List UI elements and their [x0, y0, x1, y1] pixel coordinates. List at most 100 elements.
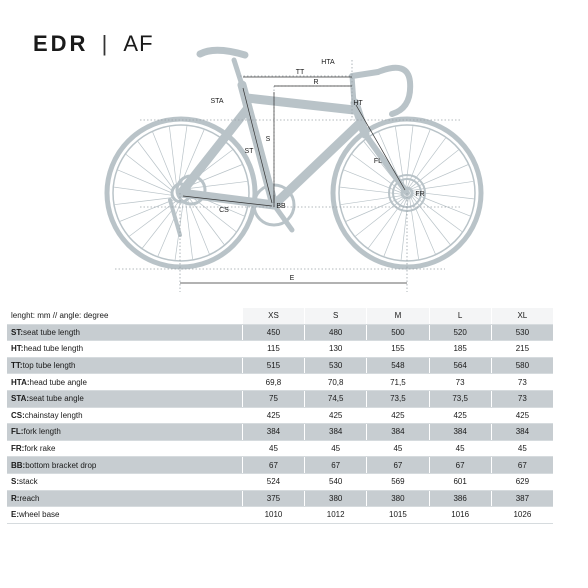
- table-cell: 450: [241, 324, 305, 342]
- table-header-row: lenght: mm // angle: degree XS S M L XL: [7, 308, 553, 325]
- table-cell: 75: [241, 390, 305, 408]
- row-code: TT:: [11, 361, 23, 371]
- row-label: E:wheel base: [7, 506, 243, 524]
- row-label: STA:seat tube angle: [7, 390, 243, 408]
- table-cell: 67: [490, 456, 553, 474]
- table-cell: 520: [428, 324, 492, 342]
- label-fr: FR: [415, 191, 424, 198]
- table-cell: 73: [428, 373, 492, 391]
- table-cell: 425: [428, 407, 492, 425]
- row-name: chainstay length: [24, 410, 83, 420]
- table-cell: 548: [366, 357, 430, 375]
- table-cell: 67: [366, 456, 430, 474]
- size-header: XS: [241, 308, 305, 325]
- table-cell: 569: [366, 473, 430, 491]
- row-label: S:stack: [7, 473, 243, 491]
- row-code: FL:: [11, 427, 24, 437]
- table-cell: 540: [304, 473, 367, 491]
- table-cell: 155: [366, 340, 430, 358]
- table-cell: 425: [490, 407, 553, 425]
- row-label: HTA:head tube angle: [7, 373, 243, 391]
- table-cell: 375: [241, 490, 305, 508]
- label-st: ST: [245, 148, 255, 155]
- label-tt: TT: [296, 69, 305, 76]
- table-cell: 1016: [428, 506, 492, 524]
- table-cell: 524: [241, 473, 305, 491]
- table-cell: 384: [428, 423, 492, 441]
- table-row: E:wheel base 1010 1012 1015 1016 1026: [7, 506, 553, 524]
- table-row: BB:bottom bracket drop 67 67 67 67 67: [7, 456, 553, 474]
- brand-title: EDR | AF: [33, 30, 154, 58]
- table-cell: 380: [366, 490, 430, 508]
- units-label: lenght: mm // angle: degree: [7, 308, 243, 325]
- label-r: R: [313, 79, 318, 86]
- table-cell: 115: [241, 340, 305, 358]
- label-cs: CS: [219, 207, 229, 214]
- table-cell: 45: [366, 440, 430, 458]
- table-row: STA:seat tube angle 75 74,5 73,5 73,5 73: [7, 390, 553, 408]
- table-row: R:reach 375 380 380 386 387: [7, 490, 553, 508]
- table-cell: 185: [428, 340, 492, 358]
- row-name: bottom bracket drop: [25, 460, 97, 470]
- table-cell: 45: [304, 440, 367, 458]
- table-cell: 386: [428, 490, 492, 508]
- row-code: FR:: [11, 444, 25, 454]
- row-name: seat tube angle: [29, 394, 84, 404]
- row-name: seat tube length: [23, 327, 80, 337]
- table-cell: 45: [490, 440, 553, 458]
- table-cell: 601: [428, 473, 492, 491]
- row-code: HTA:: [11, 377, 30, 387]
- table-cell: 74,5: [304, 390, 367, 408]
- table-cell: 130: [304, 340, 367, 358]
- table-row: TT:top tube length 515 530 548 564 580: [7, 357, 553, 375]
- row-label: CS:chainstay length: [7, 407, 243, 425]
- size-header: M: [366, 308, 430, 325]
- row-name: fork rake: [24, 444, 56, 454]
- table-row: HTA:head tube angle 69,8 70,8 71,5 73 73: [7, 373, 553, 391]
- table-cell: 425: [241, 407, 305, 425]
- size-header: L: [428, 308, 492, 325]
- row-code: CS:: [11, 410, 25, 420]
- table-cell: 67: [241, 456, 305, 474]
- table-cell: 480: [304, 324, 367, 342]
- row-label: BB:bottom bracket drop: [7, 456, 243, 474]
- row-code: BB:: [11, 460, 26, 470]
- row-label: FR:fork rake: [7, 440, 243, 458]
- front-wheel: [330, 116, 484, 270]
- row-label: ST:seat tube length: [7, 324, 243, 342]
- label-hta: HTA: [321, 59, 335, 66]
- size-header: XL: [490, 308, 553, 325]
- row-name: reach: [19, 493, 40, 503]
- brand-name: EDR: [33, 31, 89, 56]
- table-cell: 73,5: [428, 390, 492, 408]
- table-cell: 69,8: [241, 373, 305, 391]
- table-row: FR:fork rake 45 45 45 45 45: [7, 440, 553, 458]
- table-cell: 45: [241, 440, 305, 458]
- row-name: wheel base: [19, 510, 60, 520]
- row-code: ST:: [11, 327, 23, 337]
- brand-separator: |: [101, 31, 111, 56]
- table-cell: 425: [304, 407, 367, 425]
- table-cell: 70,8: [304, 373, 367, 391]
- table-cell: 71,5: [366, 373, 430, 391]
- table-cell: 530: [490, 324, 553, 342]
- label-bb: BB: [276, 203, 286, 210]
- table-cell: 500: [366, 324, 430, 342]
- table-cell: 73: [490, 373, 553, 391]
- table-cell: 425: [366, 407, 430, 425]
- row-code: S:: [11, 477, 19, 487]
- table-cell: 1012: [304, 506, 367, 524]
- table-cell: 515: [241, 357, 305, 375]
- bike-geometry-diagram: TT R HTA STA HT ST S FL FR BB CS E: [104, 46, 484, 292]
- row-code: HT:: [11, 344, 24, 354]
- row-label: HT:head tube length: [7, 340, 243, 358]
- label-s: S: [266, 136, 271, 143]
- label-ht: HT: [353, 100, 363, 107]
- row-label: FL:fork length: [7, 423, 243, 441]
- table-row: ST:seat tube length 450 480 500 520 530: [7, 324, 553, 342]
- table-cell: 384: [241, 423, 305, 441]
- brand-model: AF: [123, 31, 154, 56]
- table-cell: 384: [304, 423, 367, 441]
- row-label: R:reach: [7, 490, 243, 508]
- table-cell: 67: [428, 456, 492, 474]
